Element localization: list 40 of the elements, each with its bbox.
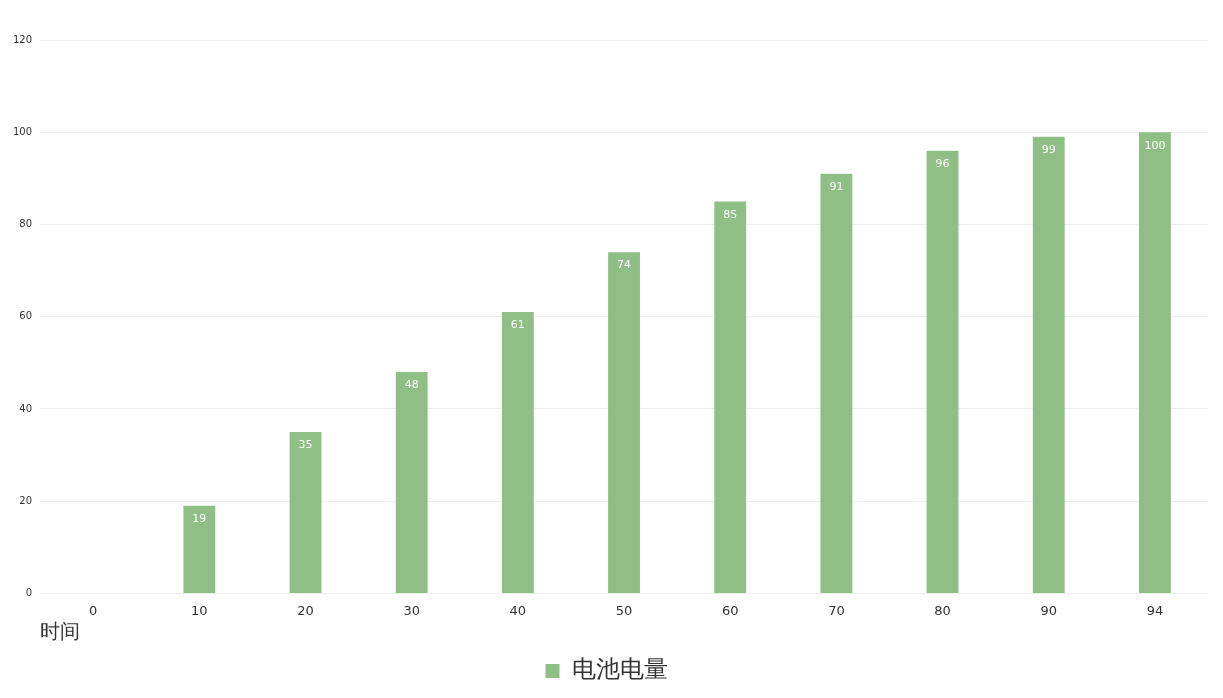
data-label: 100 — [1144, 138, 1166, 152]
x-tick-label: 60 — [721, 602, 739, 618]
data-label: 91 — [829, 180, 844, 194]
y-tick-label: 0 — [25, 586, 33, 598]
y-tick-label: 20 — [19, 494, 33, 506]
x-tick-label: 94 — [1146, 602, 1164, 618]
y-tick-label: 100 — [12, 125, 33, 137]
bar — [501, 312, 534, 593]
bar — [1032, 136, 1065, 593]
bar — [714, 201, 747, 593]
bar — [395, 372, 428, 593]
data-label: 99 — [1041, 143, 1056, 157]
data-label: 74 — [617, 258, 632, 272]
y-tick-label: 60 — [19, 310, 33, 322]
data-label: 61 — [510, 318, 525, 332]
y-tick-label: 40 — [19, 402, 33, 414]
y-tick-label: 120 — [12, 33, 33, 45]
x-tick-label: 20 — [297, 602, 314, 618]
bar — [183, 505, 216, 593]
x-tick-label: 80 — [934, 602, 951, 618]
x-tick-label: 40 — [509, 602, 527, 618]
x-tick-label: 0 — [89, 602, 98, 618]
x-tick-label: 30 — [403, 602, 420, 618]
data-label: 48 — [404, 378, 419, 392]
bar — [289, 431, 322, 593]
x-tick-label: 90 — [1040, 602, 1058, 618]
y-tick-label: 80 — [19, 218, 33, 230]
data-label: 19 — [192, 512, 207, 526]
data-label: 85 — [723, 207, 738, 221]
bar — [926, 150, 959, 593]
data-label: 96 — [935, 157, 950, 171]
x-tick-label: 10 — [191, 602, 208, 618]
bar — [820, 173, 853, 593]
x-tick-label: 50 — [615, 602, 633, 618]
bar — [608, 252, 640, 593]
bar — [1138, 132, 1171, 593]
legend-label: 电池电量 — [571, 655, 668, 684]
data-label: 35 — [298, 438, 313, 452]
x-tick-label: 70 — [828, 602, 845, 618]
x-axis-title: 时间 — [40, 619, 81, 644]
